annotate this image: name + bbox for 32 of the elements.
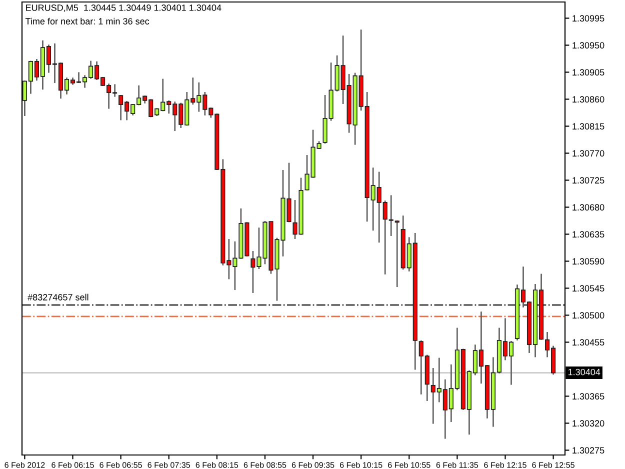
- y-tick-label: 1.30455: [572, 339, 604, 346]
- y-tick-label: 1.30815: [572, 123, 604, 130]
- y-tick-label: 1.30545: [572, 285, 604, 292]
- ref-line-label: #83274657 sell: [28, 294, 88, 300]
- y-tick-label: 1.30275: [572, 447, 604, 454]
- y-tick-label: 1.30905: [572, 69, 604, 76]
- x-tick-label: 6 Feb 12:15: [484, 462, 526, 468]
- y-tick-label: 1.30590: [572, 258, 604, 265]
- x-tick-label: 6 Feb 10:15: [340, 462, 382, 468]
- y-tick-label: 1.30365: [572, 393, 604, 400]
- text: Time for next bar: 1 min 36 sec: [25, 18, 150, 24]
- x-tick-label: 6 Feb 12:55: [532, 462, 574, 468]
- x-tick-label: 6 Feb 11:35: [436, 462, 478, 468]
- x-tick-label: 6 Feb 08:15: [196, 462, 238, 468]
- x-tick-label: 6 Feb 06:15: [52, 462, 94, 468]
- y-tick-label: 1.30500: [572, 312, 604, 319]
- ref-line-label: 1.30404: [568, 368, 600, 376]
- x-tick-label: 6 Feb 06:55: [100, 462, 142, 468]
- y-tick-label: 1.30320: [572, 420, 604, 427]
- chart-title: EURUSD,M5 1.30445 1.30449 1.30401 1.30404: [26, 4, 222, 12]
- y-tick-label: 1.30995: [572, 15, 604, 22]
- x-tick-label: 6 Feb 2012: [4, 462, 45, 468]
- y-tick-label: 1.30635: [572, 231, 604, 238]
- y-tick-label: 1.30860: [572, 96, 604, 103]
- x-tick-label: 6 Feb 08:55: [244, 462, 286, 468]
- y-tick-label: 1.30725: [572, 177, 604, 184]
- x-tick-label: 6 Feb 09:35: [292, 462, 334, 468]
- y-tick-label: 1.30950: [572, 42, 604, 49]
- x-tick-label: 6 Feb 07:35: [148, 462, 190, 468]
- y-tick-label: 1.30680: [572, 204, 604, 211]
- y-tick-label: 1.30770: [572, 150, 604, 157]
- x-tick-label: 6 Feb 10:55: [388, 462, 430, 468]
